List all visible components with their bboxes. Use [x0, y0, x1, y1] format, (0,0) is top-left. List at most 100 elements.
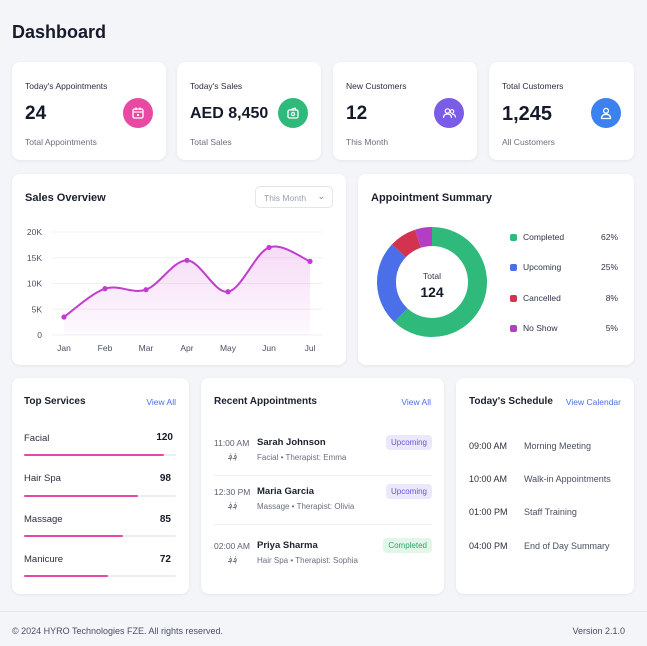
top-services-card: Top Services View All Facial 120 Hair Sp…	[12, 378, 189, 594]
service-bar-track	[24, 575, 176, 577]
service-bar-fill	[24, 495, 139, 497]
legend-item-upcoming: Upcoming 25%	[510, 261, 618, 275]
stat-card-sales[interactable]: Today's Sales AED 8,450 Total Sales	[177, 62, 321, 160]
appointment-time-secondary: ؋؋	[228, 452, 238, 461]
legend-label: Upcoming	[523, 262, 562, 272]
appointment-detail: Hair Spa • Therapist: Sophia	[257, 556, 358, 565]
x-tick-label: Mar	[139, 343, 154, 353]
stat-sub: Total Sales	[190, 137, 232, 147]
footer-copyright: © 2024 HYRO Technologies FZE. All rights…	[12, 626, 224, 636]
legend-percent: 8%	[605, 293, 618, 303]
stat-card-appointments[interactable]: Today's Appointments 24 Total Appointmen…	[12, 62, 166, 160]
period-dropdown-value: This Month	[264, 193, 307, 203]
status-badge: Upcoming	[385, 435, 432, 450]
y-tick-label: 10K	[27, 279, 42, 289]
service-count: 120	[156, 432, 173, 443]
period-dropdown[interactable]: This Month ⌄	[255, 186, 333, 208]
service-name: Massage	[24, 514, 63, 525]
y-tick-label: 20K	[27, 227, 42, 237]
todays-schedule-card: Today's Schedule View Calendar 09:00 AM …	[456, 378, 634, 594]
stat-card-new-customers[interactable]: New Customers 12 This Month	[333, 62, 477, 160]
status-badge: Completed	[383, 538, 432, 553]
stat-value: 1,245	[502, 103, 553, 125]
appointment-customer: Priya Sharma	[257, 540, 318, 551]
donut-slice-no-show	[415, 227, 433, 248]
x-tick-label: Jul	[305, 343, 316, 353]
legend-percent: 25%	[600, 262, 618, 272]
calendar-icon	[123, 98, 153, 128]
appointment-time: 12:30 PM	[214, 487, 251, 497]
stat-value: 24	[25, 103, 47, 124]
x-tick-label: Feb	[98, 343, 113, 353]
footer-divider	[0, 611, 647, 612]
legend-swatch	[510, 264, 517, 271]
legend-label: No Show	[523, 323, 558, 333]
sales-overview-card: Sales Overview This Month ⌄ 0 5K 10K 15K 20K…	[12, 174, 346, 365]
sales-line-chart: 0 5K 10K 15K 20K Jan Feb Mar Apr May Jun Jul	[27, 227, 322, 353]
service-name: Manicure	[24, 554, 64, 565]
service-count: 98	[159, 473, 171, 484]
view-calendar-link[interactable]: View Calendar	[565, 397, 621, 407]
status-badge: Upcoming	[385, 484, 432, 499]
schedule-event[interactable]: Walk-in Appointments	[524, 474, 611, 484]
appointment-summary-card: Appointment Summary Total 124 Completed …	[358, 174, 634, 365]
stat-sub: This Month	[346, 137, 389, 147]
y-tick-label: 15K	[27, 253, 42, 263]
appointment-summary-title: Appointment Summary	[371, 192, 493, 204]
schedule-time: 04:00 PM	[469, 541, 508, 551]
page-title: Dashboard	[12, 22, 107, 42]
users-icon	[434, 98, 464, 128]
donut-center-label: Total	[423, 271, 441, 281]
top-services-title: Top Services	[24, 396, 86, 407]
service-bar-fill	[24, 454, 164, 456]
service-bar-track	[24, 454, 176, 456]
sales-overview-title: Sales Overview	[25, 192, 106, 204]
data-point	[143, 287, 149, 293]
recent-appointments-view-all-link[interactable]: View All	[401, 397, 431, 407]
data-point	[61, 314, 67, 320]
stat-label: Today's Sales	[190, 81, 243, 91]
legend-item-cancelled: Cancelled 8%	[510, 292, 618, 306]
x-tick-label: Jun	[262, 343, 276, 353]
legend-swatch	[510, 295, 517, 302]
row-divider	[214, 475, 432, 476]
service-name: Facial	[24, 433, 50, 444]
appointment-donut-chart	[377, 227, 487, 337]
legend-swatch	[510, 234, 517, 241]
service-bar-fill	[24, 535, 124, 537]
donut-slice-completed	[394, 227, 487, 337]
y-tick-label: 5K	[32, 304, 43, 314]
schedule-event[interactable]: Staff Training	[524, 507, 577, 517]
recent-appointments-card: Recent Appointments View All 11:00 AM ؋؋…	[201, 378, 444, 594]
appointment-detail: Massage • Therapist: Olivia	[257, 502, 355, 511]
legend-label: Completed	[523, 232, 565, 242]
appointment-time-secondary: ؋؋	[228, 501, 238, 510]
top-services-view-all-link[interactable]: View All	[146, 397, 176, 407]
stat-label: Today's Appointments	[25, 81, 108, 91]
stat-label: Total Customers	[502, 81, 564, 91]
stat-label: New Customers	[346, 81, 407, 91]
wallet-icon	[278, 98, 308, 128]
service-count: 85	[159, 514, 171, 525]
legend-swatch	[510, 325, 517, 332]
donut-slice-cancelled	[391, 229, 422, 258]
stat-value: AED 8,450	[190, 105, 269, 122]
todays-schedule-title: Today's Schedule	[469, 396, 553, 407]
sales-area	[64, 246, 310, 335]
stat-value: 12	[346, 103, 368, 124]
data-point	[266, 244, 272, 251]
service-bar-fill	[24, 575, 108, 577]
schedule-event[interactable]: Morning Meeting	[524, 441, 592, 451]
x-tick-label: May	[220, 343, 237, 353]
appointment-customer: Maria Garcia	[257, 486, 315, 497]
data-point	[184, 257, 190, 263]
service-bar-track	[24, 495, 176, 497]
legend-percent: 62%	[600, 232, 618, 242]
appointment-time: 02:00 AM	[214, 541, 250, 551]
footer-version: Version 2.1.0	[572, 626, 625, 636]
service-bar-track	[24, 535, 176, 537]
schedule-event[interactable]: End of Day Summary	[524, 541, 610, 551]
stat-card-total-customers[interactable]: Total Customers 1,245 All Customers	[489, 62, 634, 160]
appointment-time: 11:00 AM	[214, 438, 250, 448]
legend-percent: 5%	[605, 323, 618, 333]
